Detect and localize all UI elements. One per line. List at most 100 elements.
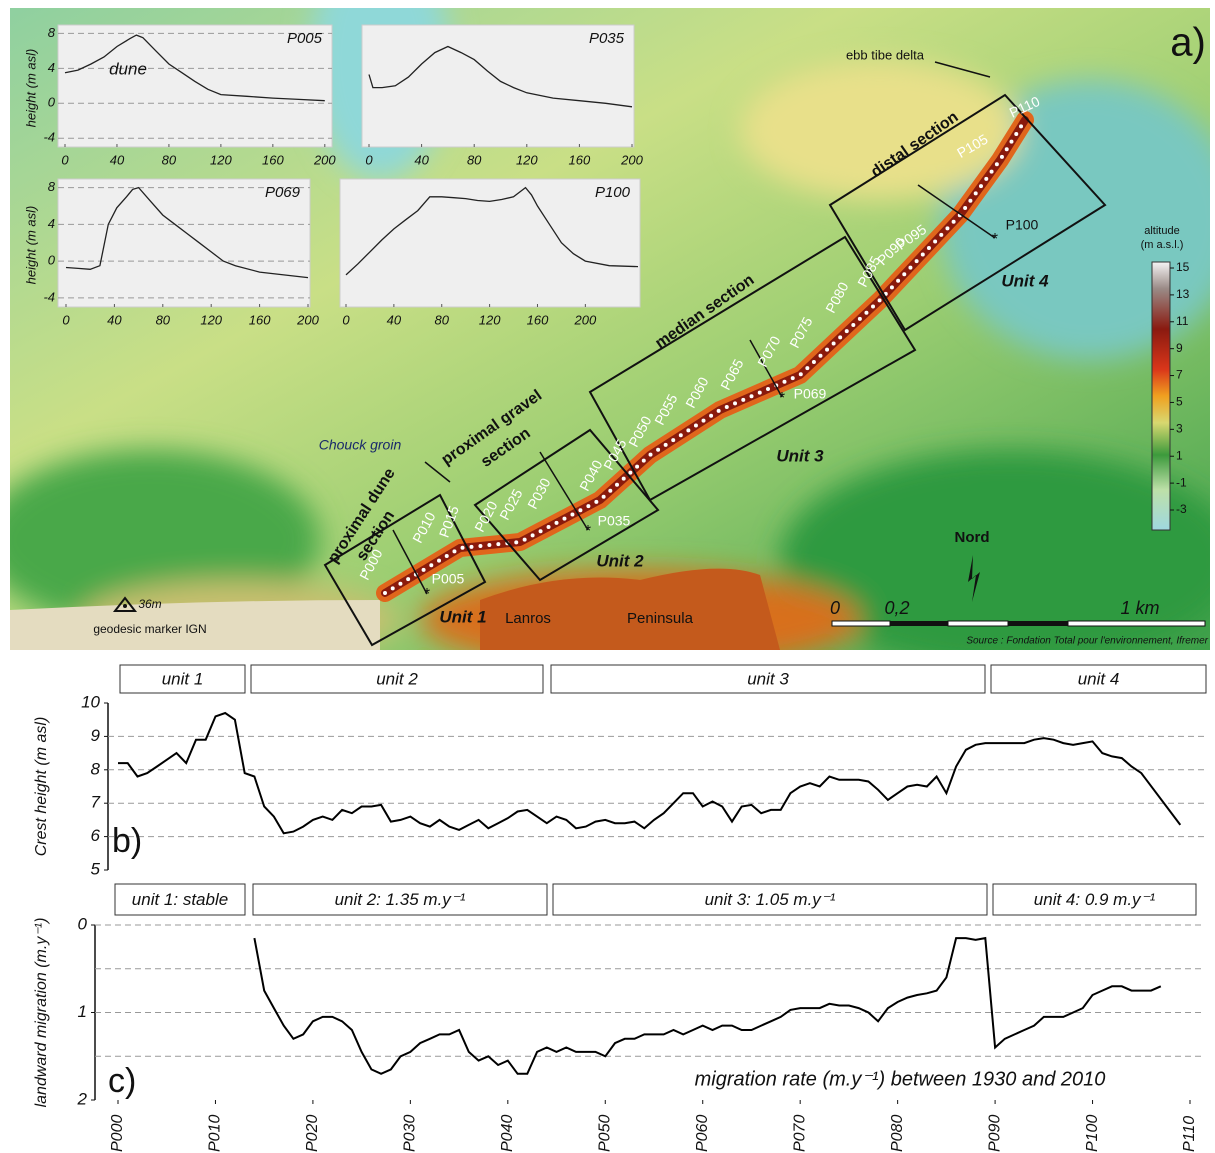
annotation: migration rate (m.y⁻¹) between 1930 and … xyxy=(695,1068,1106,1090)
x-tick-label: P100 xyxy=(1084,1115,1101,1152)
legend-tick-label: 15 xyxy=(1176,260,1190,274)
legend-tick-label: -1 xyxy=(1176,475,1187,489)
unit-label: Unit 3 xyxy=(776,446,824,465)
x-tick-label: 160 xyxy=(249,312,271,327)
y-tick-label: 4 xyxy=(48,216,55,231)
profile-arrows xyxy=(392,61,996,595)
x-tick-label: P090 xyxy=(986,1115,1003,1152)
data-line xyxy=(65,186,309,279)
y-tick-label: 9 xyxy=(91,726,101,745)
plot-area xyxy=(57,24,333,148)
x-tick-label: 200 xyxy=(620,152,643,167)
x-tick-label: 40 xyxy=(107,312,122,327)
y-tick-label: 10 xyxy=(81,692,100,711)
y-tick-label: 2 xyxy=(77,1089,88,1108)
profile-marker-label: P035 xyxy=(598,513,631,529)
y-axis-label: height (m asl) xyxy=(23,206,38,285)
unit-box xyxy=(252,883,548,916)
legend-tick-label: -3 xyxy=(1176,502,1187,516)
y-axis-label: Crest height (m asl) xyxy=(33,717,50,857)
x-tick-label: 200 xyxy=(296,312,319,327)
x-tick-label: 160 xyxy=(569,152,591,167)
y-tick-label: 8 xyxy=(91,759,101,778)
chart-title: P100 xyxy=(595,184,631,201)
x-tick-label: P080 xyxy=(889,1115,906,1152)
x-tick-label: P070 xyxy=(791,1115,808,1152)
scale-label: 1 km xyxy=(1120,598,1159,618)
x-tick-label: 160 xyxy=(262,152,284,167)
legend-tick-label: 3 xyxy=(1176,422,1183,436)
x-tick-label: P050 xyxy=(596,1115,613,1152)
x-tick-label: 120 xyxy=(200,312,222,327)
x-tick-label: P000 xyxy=(109,1115,126,1152)
unit-label: unit 4 xyxy=(1078,669,1120,688)
unit-label: Unit 4 xyxy=(1001,271,1049,290)
y-tick-label: -4 xyxy=(43,130,55,145)
scale-label: 0,2 xyxy=(884,598,909,618)
section-boxes xyxy=(323,93,1107,647)
unit-label: unit 1: stable xyxy=(132,890,228,909)
place-label: Peninsula xyxy=(627,610,694,627)
svg-text:*: * xyxy=(779,390,785,407)
x-tick-label: 80 xyxy=(467,152,482,167)
unit-label: Unit 1 xyxy=(439,607,486,626)
x-tick-label: P060 xyxy=(694,1115,711,1152)
unit-label: unit 4: 0.9 m.y⁻¹ xyxy=(1034,890,1156,909)
plot-area xyxy=(57,178,311,308)
y-tick-label: -4 xyxy=(43,289,55,304)
panel-label: b) xyxy=(112,822,142,860)
legend-tick-label: 5 xyxy=(1176,395,1183,409)
x-tick-label: P010 xyxy=(207,1115,224,1152)
profile-marker-label: P005 xyxy=(432,571,465,587)
y-tick-label: 1 xyxy=(78,1002,87,1021)
x-tick-label: 0 xyxy=(342,312,350,327)
x-tick-label: 80 xyxy=(435,312,450,327)
y-tick-label: 8 xyxy=(48,179,56,194)
y-tick-label: 5 xyxy=(91,859,101,878)
svg-text:*: * xyxy=(424,586,430,603)
y-tick-label: 7 xyxy=(91,793,101,812)
unit-box xyxy=(250,664,544,694)
groin-label: Chouck groin xyxy=(319,437,402,453)
chart-title: P069 xyxy=(265,184,301,201)
x-tick-label: 120 xyxy=(516,152,538,167)
unit-box xyxy=(114,883,246,916)
unit-label: Unit 2 xyxy=(596,551,644,570)
asterisks: * * * * xyxy=(424,231,998,603)
x-tick-label: 120 xyxy=(210,152,232,167)
y-axis-label: height (m asl) xyxy=(23,49,38,128)
x-tick-label: 120 xyxy=(479,312,501,327)
marker-label: 36m xyxy=(138,597,161,611)
unit-label: unit 3 xyxy=(747,669,789,688)
unit-label: unit 3: 1.05 m.y⁻¹ xyxy=(705,890,836,909)
panel-label: c) xyxy=(108,1062,136,1100)
legend-tick-label: 9 xyxy=(1176,341,1183,355)
x-tick-label: 0 xyxy=(62,312,70,327)
annotation: dune xyxy=(109,59,147,78)
place-label: Lanros xyxy=(505,610,551,627)
svg-text:*: * xyxy=(585,523,591,540)
data-line xyxy=(345,186,639,276)
legend-title: altitude xyxy=(1144,225,1179,237)
colorbar xyxy=(1151,261,1171,531)
y-tick-label: 6 xyxy=(91,826,101,845)
x-tick-label: 80 xyxy=(156,312,171,327)
y-tick-label: 4 xyxy=(48,60,55,75)
profile-marker-label: P100 xyxy=(1006,217,1039,233)
data-line xyxy=(253,936,1162,1075)
legend-tick-label: 7 xyxy=(1176,368,1183,382)
unit-box xyxy=(119,664,246,694)
unit-label: unit 2 xyxy=(376,669,418,688)
x-tick-label: P110 xyxy=(1181,1116,1198,1152)
unit-box xyxy=(990,664,1207,694)
x-tick-label: P030 xyxy=(402,1115,419,1152)
north-label: Nord xyxy=(955,529,990,546)
x-tick-label: P040 xyxy=(499,1115,516,1152)
panel-label: a) xyxy=(1170,21,1206,65)
scale-label: 0 xyxy=(830,598,840,618)
source: Source : Fondation Total pour l'environn… xyxy=(966,636,1208,647)
unit-label: unit 1 xyxy=(162,669,204,688)
annotation: ebb tibe delta xyxy=(846,47,925,62)
y-tick-label: 0 xyxy=(48,95,56,110)
x-tick-label: 160 xyxy=(527,312,549,327)
